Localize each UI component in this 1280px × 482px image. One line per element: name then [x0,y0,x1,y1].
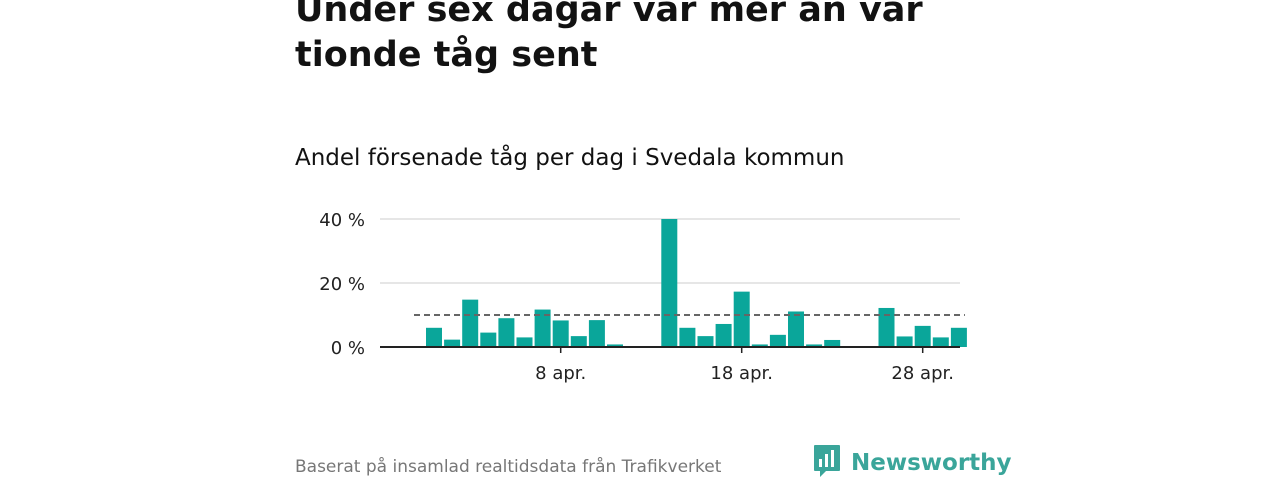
bar [444,339,461,347]
bar [607,344,623,347]
bar [715,323,732,347]
bar [914,325,931,347]
bar [588,320,605,347]
chart-subtitle: Andel försenade tåg per dag i Svedala ko… [295,145,845,171]
bar [679,327,696,347]
bar [462,299,479,347]
bar [661,219,678,347]
x-tick-label: 8 apr. [535,363,586,384]
brand-name: Newsworthy [851,450,1012,476]
x-tick-label: 28 apr. [891,363,954,384]
bar [570,336,587,347]
bar-chart: 0 % 20 % 40 % 8 apr. 18 apr. 28 apr. [319,210,967,384]
bar-chart-speech-bubble-icon [813,444,841,482]
bar [769,334,786,347]
bar [516,337,533,347]
y-tick-label: 40 % [319,210,365,231]
bar [480,332,497,347]
x-tick-label: 18 apr. [710,363,773,384]
bar [824,339,841,347]
bar [426,327,442,347]
bar [896,336,913,347]
bar [878,307,895,347]
bar [806,344,823,347]
source-note: Baserat på insamlad realtidsdata från Tr… [295,457,722,477]
bar [697,336,714,347]
bar [788,311,804,347]
bar [552,320,569,347]
brand-logo: Newsworthy [813,445,1012,481]
bar [498,318,515,347]
bar [950,327,967,347]
y-tick-label: 20 % [319,274,365,295]
bar [733,291,750,347]
y-tick-label: 0 % [331,338,365,359]
bar [534,309,551,347]
bar [751,344,768,347]
headline: Under sex dagar var mer än var tionde tå… [295,0,923,75]
bar [932,337,949,347]
